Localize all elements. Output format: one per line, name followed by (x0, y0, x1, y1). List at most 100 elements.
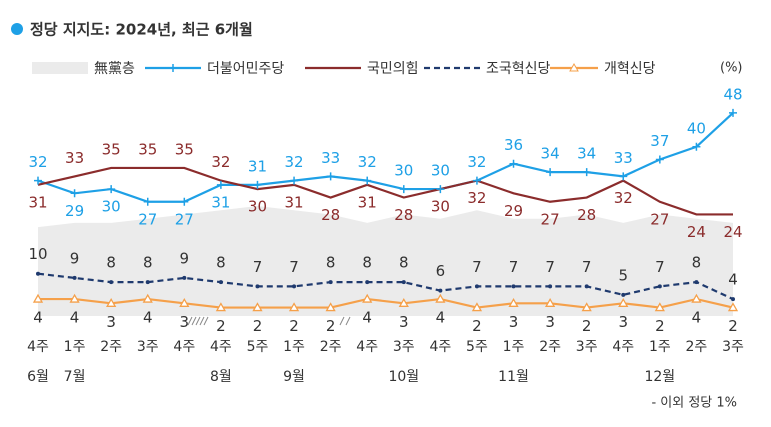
value-label: 7 (655, 258, 665, 276)
area (38, 206, 733, 316)
marker (731, 297, 735, 302)
marker (142, 293, 153, 303)
marker (618, 297, 629, 307)
marker (325, 302, 336, 312)
legend-label: 개혁신당 (604, 61, 656, 77)
marker (216, 180, 225, 189)
marker (399, 185, 408, 194)
marker (582, 168, 591, 177)
value-label: 7 (289, 258, 299, 276)
marker (107, 185, 116, 194)
value-label: 33 (614, 149, 633, 167)
x-tick-label: 5주 (466, 339, 488, 355)
value-label: 48 (723, 85, 742, 103)
month-label: 12월 (644, 369, 675, 385)
marker (471, 302, 483, 312)
value-label: 31 (358, 193, 377, 211)
value-label: 4 (33, 309, 43, 327)
value-label: 32 (28, 153, 47, 171)
marker (584, 284, 589, 289)
value-label: 30 (431, 198, 450, 216)
marker (729, 108, 737, 117)
marker (619, 172, 628, 181)
value-label: 4 (362, 309, 372, 327)
value-label: 32 (285, 153, 304, 171)
marker (182, 275, 187, 280)
value-label: 8 (399, 254, 409, 272)
marker (363, 176, 372, 185)
value-label: 8 (143, 254, 153, 272)
month-label: 6월 (27, 369, 49, 385)
value-label: 4 (728, 271, 738, 289)
marker (508, 297, 519, 307)
line (37, 272, 734, 301)
marker (34, 176, 42, 185)
value-label: 32 (614, 189, 633, 207)
value-label: 32 (467, 189, 486, 207)
value-label: 3 (509, 313, 519, 331)
marker (328, 280, 333, 285)
x-tick-label: 2주 (100, 339, 122, 355)
marker (36, 271, 40, 276)
value-label: 33 (65, 149, 84, 167)
value-label: 2 (655, 317, 665, 335)
value-label: 27 (650, 210, 669, 228)
marker (548, 284, 553, 289)
marker (253, 180, 262, 189)
value-label: 35 (138, 140, 157, 158)
value-label: 31 (211, 193, 230, 211)
value-label: 9 (70, 249, 80, 267)
value-label: 4 (143, 309, 153, 327)
x-tick-label: 1주 (649, 339, 671, 355)
value-label: 4 (436, 309, 446, 327)
value-label: 31 (28, 193, 47, 211)
value-label: 2 (216, 317, 226, 335)
marker (326, 172, 335, 181)
value-label: 7 (509, 258, 519, 276)
x-tick-label: 4주 (27, 339, 49, 355)
line (38, 297, 734, 309)
legend-marker (569, 62, 579, 72)
marker (438, 288, 443, 293)
marker (621, 292, 626, 297)
value-label: 7 (582, 258, 592, 276)
marker (581, 302, 592, 312)
axis-break (187, 316, 351, 326)
legend-label: 無黨층 (94, 61, 135, 77)
value-label: 2 (728, 317, 738, 335)
marker (145, 280, 150, 285)
marker (218, 280, 223, 285)
value-label: 34 (541, 145, 560, 163)
x-tick-label: 1주 (64, 339, 86, 355)
value-label: 5 (618, 266, 628, 284)
marker (544, 297, 556, 307)
value-label: 7 (545, 258, 555, 276)
value-label: 8 (362, 254, 372, 272)
value-label: 9 (180, 249, 190, 267)
legend-swatch (32, 62, 88, 74)
marker (435, 293, 446, 303)
marker (255, 284, 260, 289)
marker (472, 176, 481, 185)
title-dot (11, 23, 23, 35)
x-tick-label: 1주 (283, 339, 305, 355)
x-tick-label: 4주 (429, 339, 451, 355)
marker (179, 297, 190, 307)
value-label: 31 (248, 157, 267, 175)
month-label: 11월 (498, 369, 529, 385)
value-label: 8 (216, 254, 226, 272)
value-label: 2 (472, 317, 482, 335)
marker (401, 280, 406, 285)
marker (143, 197, 152, 206)
legend-label: 국민의힘 (367, 61, 419, 77)
marker (727, 302, 739, 312)
x-tick-label: 2주 (320, 339, 342, 355)
value-label: 29 (65, 202, 84, 220)
value-label: 34 (577, 145, 596, 163)
marker (292, 284, 297, 289)
x-tick-label: 3주 (722, 339, 744, 355)
value-label: 28 (321, 206, 340, 224)
marker (654, 302, 665, 312)
x-tick-label: 1주 (503, 339, 525, 355)
marker (70, 189, 79, 198)
